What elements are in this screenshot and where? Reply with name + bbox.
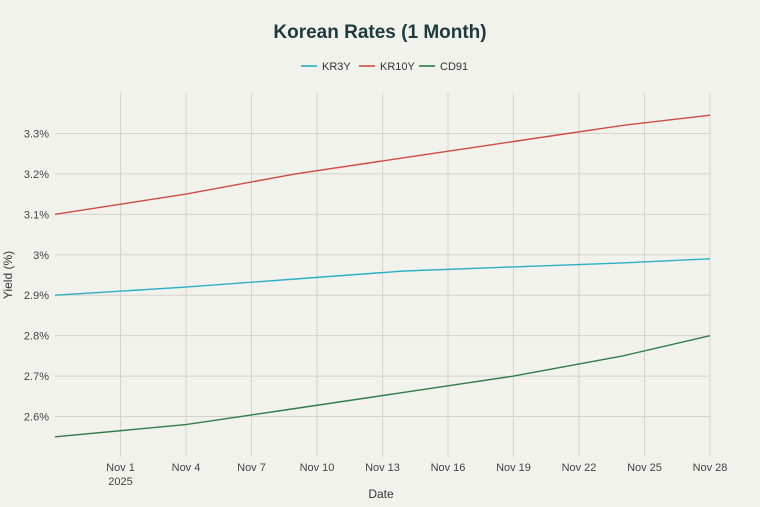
y-tick-label: 2.9%: [24, 290, 49, 302]
series-line-kr10y: [54, 114, 711, 215]
x-axis-title: Date: [368, 487, 394, 501]
x-tick-label: Nov 1: [106, 462, 135, 474]
x-tick-year-label: 2025: [108, 476, 132, 488]
x-tick-label: Nov 28: [693, 462, 728, 474]
grid: [55, 93, 711, 457]
x-tick-label: Nov 22: [562, 462, 597, 474]
y-axis-title: Yield (%): [1, 251, 15, 299]
legend-label: CD91: [440, 61, 468, 73]
legend-item-kr3y[interactable]: KR3Y: [301, 61, 351, 73]
chart-title: Korean Rates (1 Month): [273, 22, 486, 43]
x-tick-label: Nov 19: [496, 462, 531, 474]
y-tick-label: 3.1%: [24, 209, 49, 221]
legend-label: KR3Y: [322, 61, 351, 73]
series-line-kr3y: [54, 258, 711, 296]
series-layer: [54, 114, 711, 438]
legend-item-cd91[interactable]: CD91: [419, 61, 468, 73]
legend-item-kr10y[interactable]: KR10Y: [359, 61, 416, 73]
x-axis-ticks: Nov 1 2025 Nov 4 Nov 7 Nov 10 Nov 13 Nov 16 Nov…: [106, 462, 727, 488]
y-tick-label: 2.6%: [24, 412, 49, 424]
x-tick-label: Nov 10: [300, 462, 335, 474]
x-tick-label: Nov 16: [431, 462, 466, 474]
y-tick-label: 2.8%: [24, 331, 49, 343]
y-axis-ticks: 2.6% 2.7% 2.8% 2.9% 3% 3.1% 3.2% 3.3%: [24, 128, 49, 423]
series-line-cd91: [54, 335, 711, 438]
x-tick-label: Nov 13: [365, 462, 400, 474]
x-tick-label: Nov 4: [172, 462, 201, 474]
y-tick-label: 3.3%: [24, 128, 49, 140]
x-tick-label: Nov 25: [627, 462, 662, 474]
legend-label: KR10Y: [380, 61, 416, 73]
y-tick-label: 3.2%: [24, 169, 49, 181]
legend: KR3Y KR10Y CD91: [301, 61, 468, 73]
x-tick-label: Nov 7: [237, 462, 266, 474]
y-tick-label: 2.7%: [24, 371, 49, 383]
y-tick-label: 3%: [33, 250, 49, 262]
